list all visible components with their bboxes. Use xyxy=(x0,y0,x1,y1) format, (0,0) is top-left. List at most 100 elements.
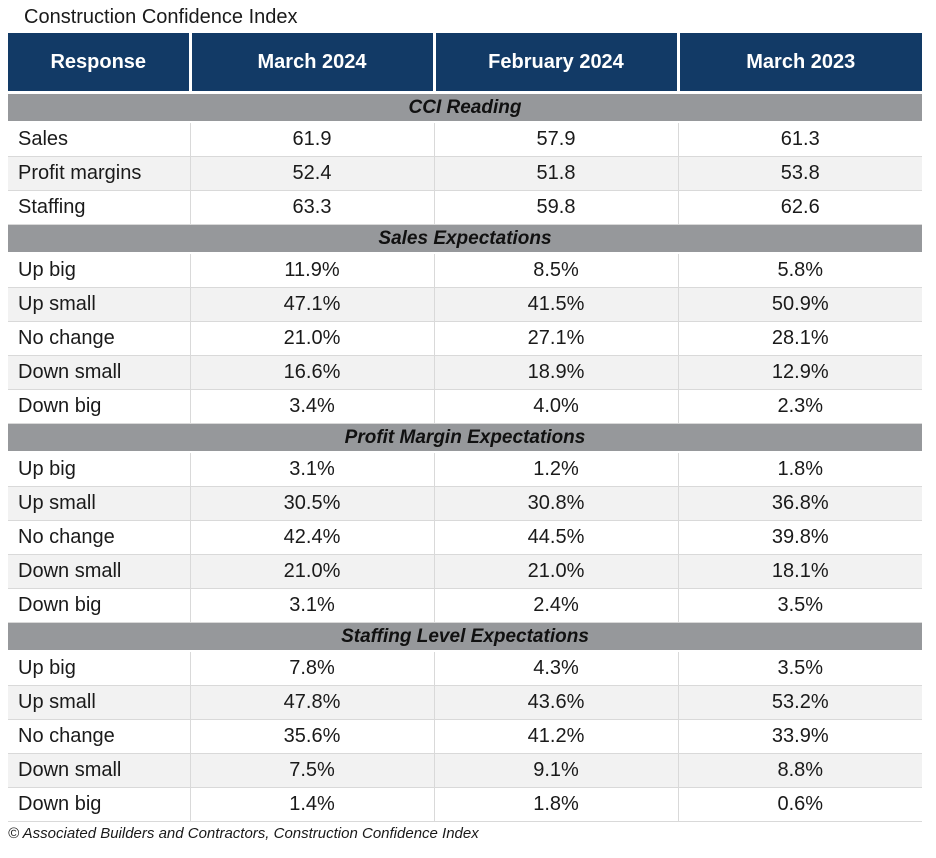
table-row: Up small 47.1% 41.5% 50.9% xyxy=(8,287,922,322)
response-cell: Up big xyxy=(8,253,191,288)
response-cell: Down small xyxy=(8,355,191,390)
value-cell: 47.1% xyxy=(190,287,435,322)
table-row: No change 21.0% 27.1% 28.1% xyxy=(8,321,922,356)
response-cell: Down small xyxy=(8,753,191,788)
value-cell: 3.1% xyxy=(190,588,435,623)
cci-table: Response March 2024 February 2024 March 202… xyxy=(8,33,922,822)
value-cell: 47.8% xyxy=(190,685,435,720)
value-cell: 0.6% xyxy=(678,787,922,822)
value-cell: 44.5% xyxy=(434,520,679,555)
section-banner-row: Sales Expectations xyxy=(8,224,922,254)
value-cell: 61.3 xyxy=(678,122,922,157)
section-header: CCI Reading xyxy=(8,92,922,123)
value-cell: 21.0% xyxy=(434,554,679,589)
value-cell: 35.6% xyxy=(190,719,435,754)
response-cell: Up big xyxy=(8,452,191,487)
value-cell: 18.1% xyxy=(678,554,922,589)
value-cell: 11.9% xyxy=(190,253,435,288)
value-cell: 4.0% xyxy=(434,389,679,424)
value-cell: 7.5% xyxy=(190,753,435,788)
value-cell: 21.0% xyxy=(190,321,435,356)
value-cell: 9.1% xyxy=(434,753,679,788)
column-header-february-2024: February 2024 xyxy=(432,33,678,94)
value-cell: 43.6% xyxy=(434,685,679,720)
table-row: Up small 47.8% 43.6% 53.2% xyxy=(8,685,922,720)
response-cell: Profit margins xyxy=(8,156,191,191)
value-cell: 3.1% xyxy=(190,452,435,487)
value-cell: 41.5% xyxy=(434,287,679,322)
response-cell: No change xyxy=(8,719,191,754)
response-cell: Up small xyxy=(8,287,191,322)
table-row: Up big 7.8% 4.3% 3.5% xyxy=(8,651,922,686)
value-cell: 36.8% xyxy=(678,486,922,521)
section-banner-row: Staffing Level Expectations xyxy=(8,622,922,652)
value-cell: 16.6% xyxy=(190,355,435,390)
response-cell: No change xyxy=(8,520,191,555)
value-cell: 4.3% xyxy=(434,651,679,686)
value-cell: 3.5% xyxy=(678,588,922,623)
value-cell: 30.5% xyxy=(190,486,435,521)
value-cell: 1.2% xyxy=(434,452,679,487)
response-cell: Down small xyxy=(8,554,191,589)
value-cell: 41.2% xyxy=(434,719,679,754)
column-header-march-2023: March 2023 xyxy=(676,33,922,94)
value-cell: 18.9% xyxy=(434,355,679,390)
value-cell: 52.4 xyxy=(190,156,435,191)
value-cell: 1.8% xyxy=(678,452,922,487)
value-cell: 53.2% xyxy=(678,685,922,720)
value-cell: 5.8% xyxy=(678,253,922,288)
source-note: © Associated Builders and Contractors, C… xyxy=(8,825,479,842)
value-cell: 1.4% xyxy=(190,787,435,822)
value-cell: 12.9% xyxy=(678,355,922,390)
column-header-march-2024: March 2024 xyxy=(188,33,434,94)
table-row: Up big 11.9% 8.5% 5.8% xyxy=(8,253,922,288)
table-row: Staffing 63.3 59.8 62.6 xyxy=(8,190,922,225)
value-cell: 27.1% xyxy=(434,321,679,356)
value-cell: 39.8% xyxy=(678,520,922,555)
value-cell: 3.4% xyxy=(190,389,435,424)
table-row: Up big 3.1% 1.2% 1.8% xyxy=(8,452,922,487)
table-row: Down big 1.4% 1.8% 0.6% xyxy=(8,787,922,822)
value-cell: 42.4% xyxy=(190,520,435,555)
section-banner-row: Profit Margin Expectations xyxy=(8,423,922,453)
table-row: Sales 61.9 57.9 61.3 xyxy=(8,122,922,157)
response-cell: Staffing xyxy=(8,190,191,225)
value-cell: 2.4% xyxy=(434,588,679,623)
response-cell: Sales xyxy=(8,122,191,157)
value-cell: 8.5% xyxy=(434,253,679,288)
value-cell: 62.6 xyxy=(678,190,922,225)
column-header-response: Response xyxy=(8,33,190,94)
table-row: Down small 7.5% 9.1% 8.8% xyxy=(8,753,922,788)
response-cell: Down big xyxy=(8,787,191,822)
section-header: Profit Margin Expectations xyxy=(8,423,922,453)
value-cell: 21.0% xyxy=(190,554,435,589)
table-row: Profit margins 52.4 51.8 53.8 xyxy=(8,156,922,191)
section-header: Staffing Level Expectations xyxy=(8,622,922,652)
response-cell: No change xyxy=(8,321,191,356)
value-cell: 53.8 xyxy=(678,156,922,191)
value-cell: 61.9 xyxy=(190,122,435,157)
value-cell: 2.3% xyxy=(678,389,922,424)
table-row: Down small 21.0% 21.0% 18.1% xyxy=(8,554,922,589)
value-cell: 28.1% xyxy=(678,321,922,356)
response-cell: Up small xyxy=(8,486,191,521)
value-cell: 1.8% xyxy=(434,787,679,822)
value-cell: 50.9% xyxy=(678,287,922,322)
value-cell: 7.8% xyxy=(190,651,435,686)
table-row: No change 35.6% 41.2% 33.9% xyxy=(8,719,922,754)
value-cell: 33.9% xyxy=(678,719,922,754)
response-cell: Down big xyxy=(8,389,191,424)
value-cell: 57.9 xyxy=(434,122,679,157)
value-cell: 3.5% xyxy=(678,651,922,686)
value-cell: 8.8% xyxy=(678,753,922,788)
table-row: Down small 16.6% 18.9% 12.9% xyxy=(8,355,922,390)
response-cell: Up small xyxy=(8,685,191,720)
value-cell: 59.8 xyxy=(434,190,679,225)
table-row: Down big 3.1% 2.4% 3.5% xyxy=(8,588,922,623)
value-cell: 63.3 xyxy=(190,190,435,225)
table-row: Down big 3.4% 4.0% 2.3% xyxy=(8,389,922,424)
value-cell: 30.8% xyxy=(434,486,679,521)
table-header-row: Response March 2024 February 2024 March 202… xyxy=(8,33,922,94)
table-row: No change 42.4% 44.5% 39.8% xyxy=(8,520,922,555)
response-cell: Down big xyxy=(8,588,191,623)
